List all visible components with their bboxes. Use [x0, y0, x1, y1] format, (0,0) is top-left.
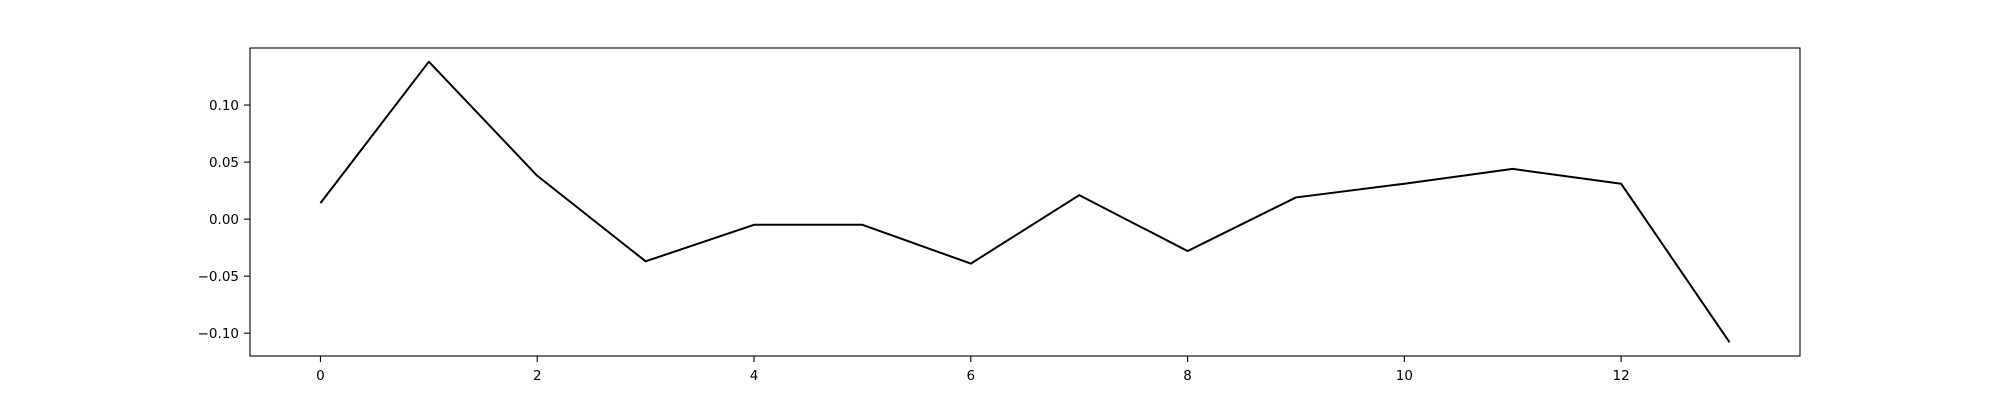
- series-layer: [319, 60, 1731, 343]
- x-tick-label: 10: [1396, 368, 1413, 384]
- x-axis: 0 2 4 6 8 10 12: [316, 356, 1630, 384]
- y-tick-label: −0.10: [198, 326, 239, 342]
- y-tick-label: 0.05: [209, 155, 239, 171]
- x-tick-label: 8: [1183, 368, 1192, 384]
- y-tick-label: 0.00: [209, 212, 239, 228]
- x-tick-label: 0: [316, 368, 325, 384]
- y-tick-label: −0.05: [198, 269, 239, 285]
- x-tick-label: 12: [1613, 368, 1630, 384]
- y-axis: −0.10 −0.05 0.00 0.05 0.10: [198, 98, 250, 342]
- series-line-1: [319, 60, 1731, 343]
- x-tick-label: 6: [967, 368, 976, 384]
- x-tick-label: 2: [533, 368, 542, 384]
- plot-frame: [249, 47, 1801, 357]
- y-tick-label: 0.10: [209, 98, 239, 114]
- x-tick-label: 4: [750, 368, 759, 384]
